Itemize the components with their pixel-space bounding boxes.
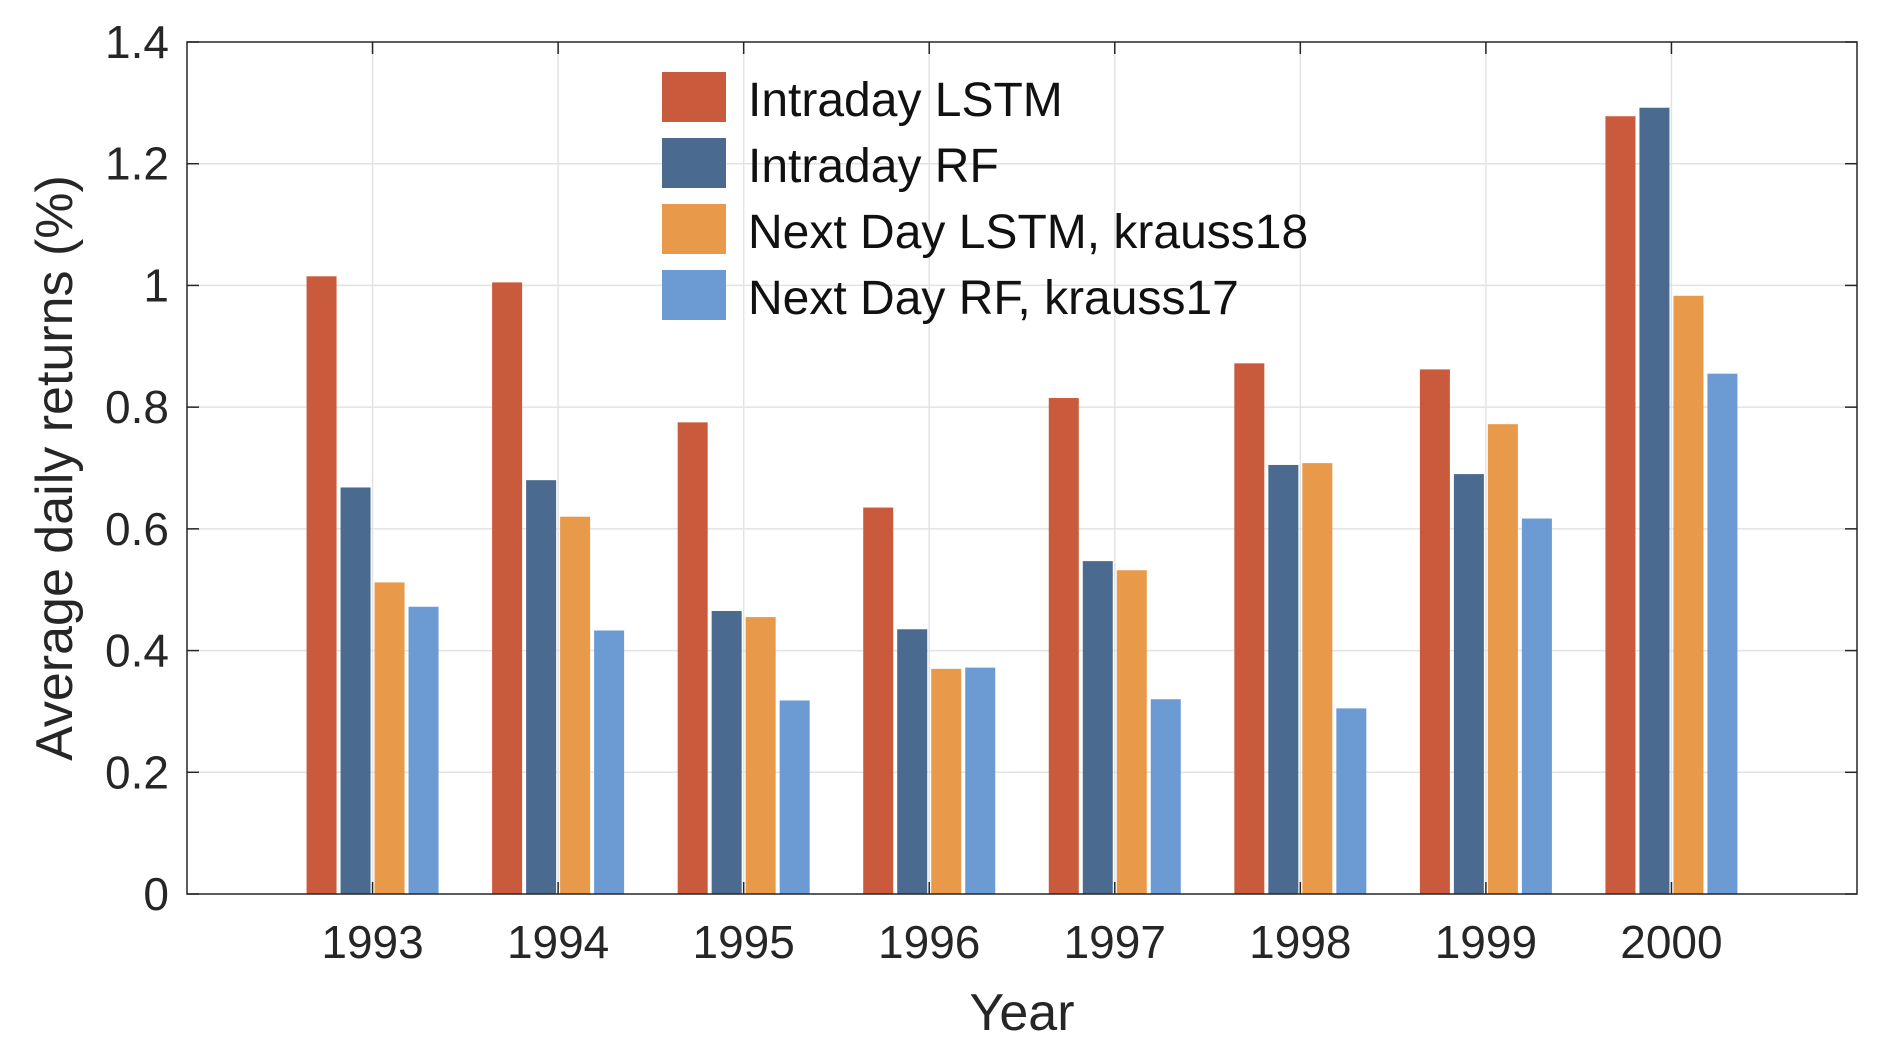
bars bbox=[306, 107, 1738, 895]
x-tick-label: 1999 bbox=[1435, 916, 1537, 968]
bar bbox=[492, 282, 523, 894]
x-tick-label: 1996 bbox=[878, 916, 980, 968]
bar bbox=[1707, 373, 1738, 895]
bar bbox=[779, 700, 810, 894]
bar bbox=[374, 582, 405, 894]
y-tick-label: 1.2 bbox=[105, 138, 169, 190]
x-tick-label: 1997 bbox=[1064, 916, 1166, 968]
bar bbox=[745, 617, 776, 894]
bar bbox=[711, 611, 742, 894]
plot-background bbox=[187, 42, 1857, 894]
bar bbox=[1116, 570, 1147, 894]
axis-ticks: 0 0.2 0.4 0.6 0.8 1 1.2 1.4 1993 1994 1995 1996 1997… bbox=[105, 16, 1857, 968]
grid-lines bbox=[187, 42, 1857, 894]
bar bbox=[931, 668, 962, 894]
legend-label: Next Day LSTM, krauss18 bbox=[748, 206, 1308, 259]
bar bbox=[1150, 699, 1181, 894]
legend-label: Intraday LSTM bbox=[748, 74, 1063, 127]
legend-swatch bbox=[662, 138, 726, 188]
bar bbox=[1234, 363, 1265, 895]
bar bbox=[526, 480, 557, 894]
bar bbox=[408, 606, 439, 894]
bar bbox=[1268, 464, 1299, 894]
bar bbox=[1302, 463, 1333, 894]
bar bbox=[306, 276, 337, 894]
bar bbox=[1673, 295, 1704, 894]
y-tick-label: 0.8 bbox=[105, 381, 169, 433]
x-tick-label: 1993 bbox=[321, 916, 423, 968]
x-tick-label: 1998 bbox=[1249, 916, 1351, 968]
bar bbox=[1082, 561, 1113, 894]
bar bbox=[1336, 708, 1367, 894]
y-tick-label: 1 bbox=[143, 259, 169, 311]
y-axis-title: Average daily returns (%) bbox=[26, 175, 84, 761]
bar bbox=[1639, 107, 1670, 895]
plot-frame bbox=[186, 41, 1858, 895]
x-tick-label: 1994 bbox=[507, 916, 609, 968]
bar bbox=[863, 507, 894, 894]
y-tick-label: 1.4 bbox=[105, 16, 169, 68]
y-tick-label: 0 bbox=[143, 868, 169, 920]
y-tick-label: 0.2 bbox=[105, 746, 169, 798]
x-tick-label: 1995 bbox=[692, 916, 794, 968]
x-axis-title: Year bbox=[969, 984, 1074, 1042]
legend-swatch bbox=[662, 204, 726, 254]
bar bbox=[1487, 424, 1518, 894]
bar bbox=[1419, 369, 1450, 894]
bar bbox=[677, 422, 708, 894]
x-tick-label: 2000 bbox=[1620, 916, 1722, 968]
bar bbox=[1521, 518, 1552, 894]
bar bbox=[340, 487, 371, 894]
legend-swatch bbox=[662, 270, 726, 320]
bar bbox=[1453, 474, 1484, 894]
bar bbox=[965, 667, 996, 894]
y-tick-label: 0.6 bbox=[105, 503, 169, 555]
y-tick-label: 0.4 bbox=[105, 625, 169, 677]
legend-label: Intraday RF bbox=[748, 140, 999, 193]
legend-label: Next Day RF, krauss17 bbox=[748, 272, 1239, 325]
legend-swatch bbox=[662, 72, 726, 122]
bar bbox=[897, 629, 928, 894]
bar bbox=[1605, 116, 1636, 894]
bar bbox=[594, 630, 625, 894]
legend: Intraday LSTM Intraday RF Next Day LSTM, k… bbox=[662, 72, 1308, 325]
bar bbox=[1048, 398, 1079, 894]
bar bbox=[560, 516, 591, 894]
